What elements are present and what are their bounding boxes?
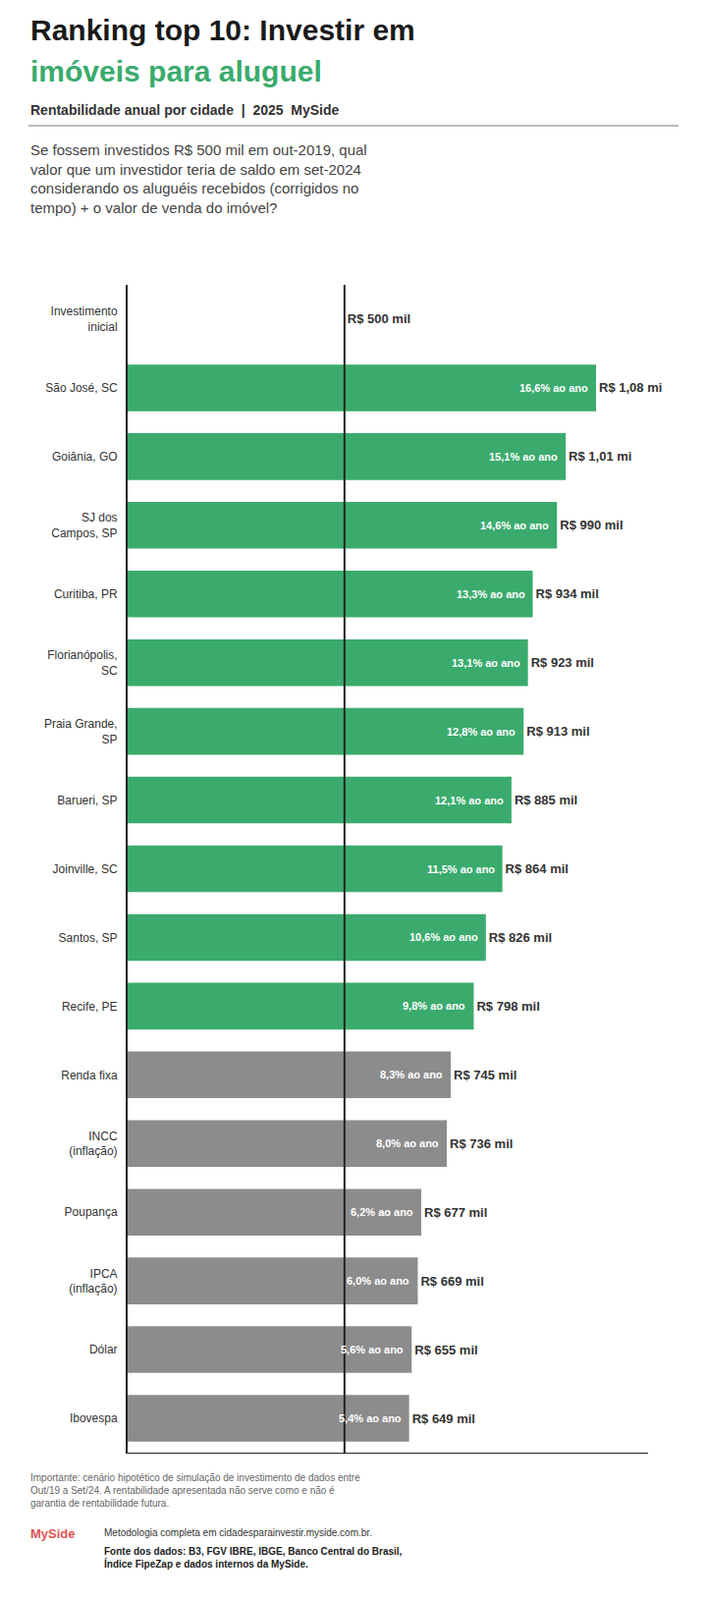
svg-text:6,0% ao ano: 6,0% ao ano [346, 1274, 410, 1287]
svg-text:R$ 649 mil: R$ 649 mil [412, 1411, 476, 1426]
svg-text:Fonte dos dados: B3, FGV IBRE,: Fonte dos dados: B3, FGV IBRE, IBGE, Ban… [104, 1545, 403, 1570]
svg-text:13,3% ao ano: 13,3% ao ano [456, 588, 526, 600]
svg-text:12,1% ao ano: 12,1% ao ano [435, 794, 504, 807]
svg-text:Importante: cenário hipotético: Importante: cenário hipotético de simula… [30, 1471, 361, 1509]
svg-text:R$ 934 mil: R$ 934 mil [536, 586, 599, 601]
svg-text:Barueri, SP: Barueri, SP [56, 793, 117, 808]
svg-text:MySide: MySide [30, 1525, 76, 1541]
svg-text:Se fossem investidos R$ 500 mi: Se fossem investidos R$ 500 mil em out-2… [30, 141, 368, 217]
svg-text:Ranking top 10: Investir em: Ranking top 10: Investir em [30, 13, 416, 47]
svg-text:Metodologia completa em cidade: Metodologia completa em cidadesparainves… [104, 1526, 373, 1538]
svg-text:Goiânia, GO: Goiânia, GO [52, 449, 118, 464]
svg-text:8,0% ao ano: 8,0% ao ano [376, 1137, 439, 1149]
svg-text:6,2% ao ano: 6,2% ao ano [350, 1205, 414, 1218]
svg-text:8,3% ao ano: 8,3% ao ano [380, 1068, 443, 1081]
svg-text:imóveis para aluguel: imóveis para aluguel [30, 54, 323, 88]
svg-text:R$ 885 mil: R$ 885 mil [514, 792, 578, 808]
svg-text:Rentabilidade anual por cidade: Rentabilidade anual por cidade | 2025 My… [30, 102, 340, 118]
svg-text:12,8% ao ano: 12,8% ao ano [446, 725, 516, 738]
svg-text:Poupança: Poupança [64, 1204, 118, 1219]
svg-text:Praia Grande,SP: Praia Grande,SP [44, 716, 118, 747]
svg-text:R$ 736 mil: R$ 736 mil [449, 1136, 513, 1151]
svg-text:R$ 826 mil: R$ 826 mil [489, 929, 552, 945]
svg-text:11,5% ao ano: 11,5% ao ano [427, 863, 495, 875]
svg-text:R$ 990 mil: R$ 990 mil [559, 517, 623, 533]
svg-text:R$ 864 mil: R$ 864 mil [505, 861, 569, 876]
svg-text:Curitiba, PR: Curitiba, PR [54, 587, 118, 601]
svg-text:Investimentoinicial: Investimentoinicial [51, 304, 118, 334]
svg-text:16,6% ao ano: 16,6% ao ano [519, 381, 589, 394]
svg-text:R$ 923 mil: R$ 923 mil [531, 654, 595, 670]
svg-text:São José, SC: São José, SC [45, 380, 118, 395]
svg-text:R$ 677 mil: R$ 677 mil [424, 1204, 488, 1220]
svg-text:Dólar: Dólar [89, 1342, 118, 1357]
svg-text:R$ 745 mil: R$ 745 mil [453, 1067, 517, 1083]
svg-text:IPCA(inflação): IPCA(inflação) [68, 1266, 117, 1297]
svg-text:Florianópolis,SC: Florianópolis,SC [47, 648, 118, 678]
svg-text:R$ 913 mil: R$ 913 mil [526, 723, 590, 739]
svg-text:13,1% ao ano: 13,1% ao ano [451, 656, 521, 669]
svg-text:R$ 1,08 mi: R$ 1,08 mi [598, 380, 662, 395]
svg-text:Renda fixa: Renda fixa [60, 1068, 118, 1083]
svg-text:SJ dosCampos, SP: SJ dosCampos, SP [51, 510, 117, 541]
svg-text:R$ 798 mil: R$ 798 mil [476, 998, 540, 1014]
svg-text:R$ 669 mil: R$ 669 mil [420, 1273, 484, 1289]
svg-text:Recife, PE: Recife, PE [61, 999, 118, 1014]
svg-text:Ibovespa: Ibovespa [69, 1411, 118, 1425]
svg-text:INCC(inflação): INCC(inflação) [68, 1129, 118, 1159]
svg-text:Joinville, SC: Joinville, SC [53, 862, 118, 876]
svg-text:R$ 655 mil: R$ 655 mil [414, 1342, 478, 1358]
svg-text:5,4% ao ano: 5,4% ao ano [338, 1412, 402, 1424]
svg-text:9,8% ao ano: 9,8% ao ano [402, 999, 466, 1012]
svg-text:14,6% ao ano: 14,6% ao ano [480, 519, 549, 532]
svg-text:Santos, SP: Santos, SP [58, 930, 118, 945]
svg-text:5,6% ao ano: 5,6% ao ano [340, 1343, 404, 1356]
svg-text:R$ 1,01 mi: R$ 1,01 mi [568, 448, 632, 464]
svg-text:10,6% ao ano: 10,6% ao ano [409, 930, 479, 943]
svg-text:15,1% ao ano: 15,1% ao ano [489, 450, 558, 463]
svg-text:R$ 500 mil: R$ 500 mil [347, 311, 411, 327]
